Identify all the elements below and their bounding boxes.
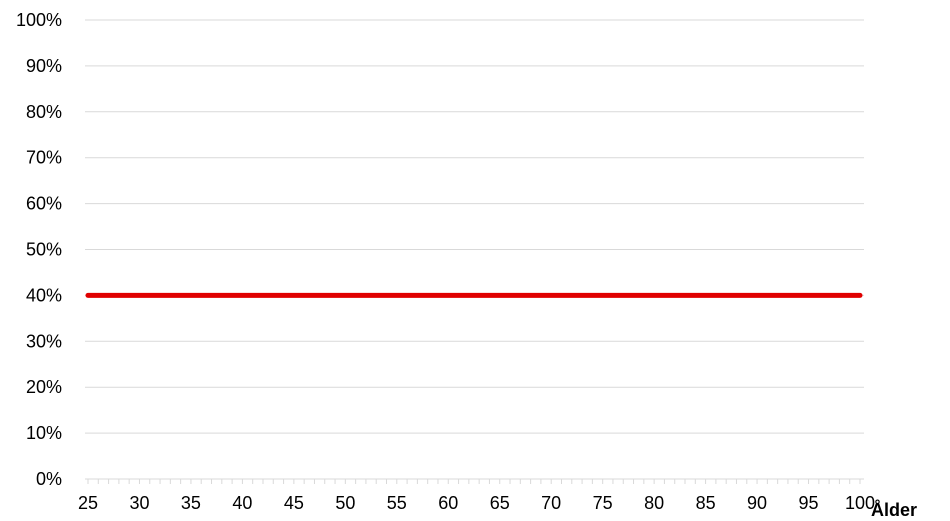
y-tick-label: 30% — [26, 331, 62, 351]
x-tick-label: 65 — [490, 493, 510, 513]
x-tick-label: 75 — [593, 493, 613, 513]
x-tick-label: 95 — [799, 493, 819, 513]
y-tick-label: 70% — [26, 148, 62, 168]
x-axis-tick-labels: 25 30 35 40 45 50 55 60 65 70 75 80 85 90 95 100 — [78, 493, 875, 513]
y-tick-label: 40% — [26, 285, 62, 305]
x-axis — [85, 478, 864, 484]
gridlines — [85, 19, 864, 434]
y-tick-label: 0% — [36, 469, 62, 489]
y-tick-label: 20% — [26, 377, 62, 397]
x-tick-label: 30 — [129, 493, 149, 513]
x-tick-label: 50 — [335, 493, 355, 513]
y-tick-label: 50% — [26, 240, 62, 260]
y-tick-label: 100% — [16, 10, 62, 30]
x-tick-label: 60 — [438, 493, 458, 513]
x-tick-label: 45 — [284, 493, 304, 513]
x-tick-label: 70 — [541, 493, 561, 513]
x-tick-label: 55 — [387, 493, 407, 513]
y-axis-tick-labels: 0% 10% 20% 30% 40% 50% 60% 70% 80% 90% 100% — [16, 10, 62, 489]
y-tick-label: 80% — [26, 102, 62, 122]
x-axis-title: Ålder — [871, 500, 917, 520]
x-tick-label: 100 — [845, 493, 875, 513]
x-tick-label: 35 — [181, 493, 201, 513]
y-tick-label: 10% — [26, 423, 62, 443]
x-tick-label: 40 — [232, 493, 252, 513]
y-tick-label: 60% — [26, 194, 62, 214]
x-tick-label: 90 — [747, 493, 767, 513]
x-tick-label: 80 — [644, 493, 664, 513]
y-tick-label: 90% — [26, 56, 62, 76]
x-tick-label: 85 — [696, 493, 716, 513]
x-tick-label: 25 — [78, 493, 98, 513]
